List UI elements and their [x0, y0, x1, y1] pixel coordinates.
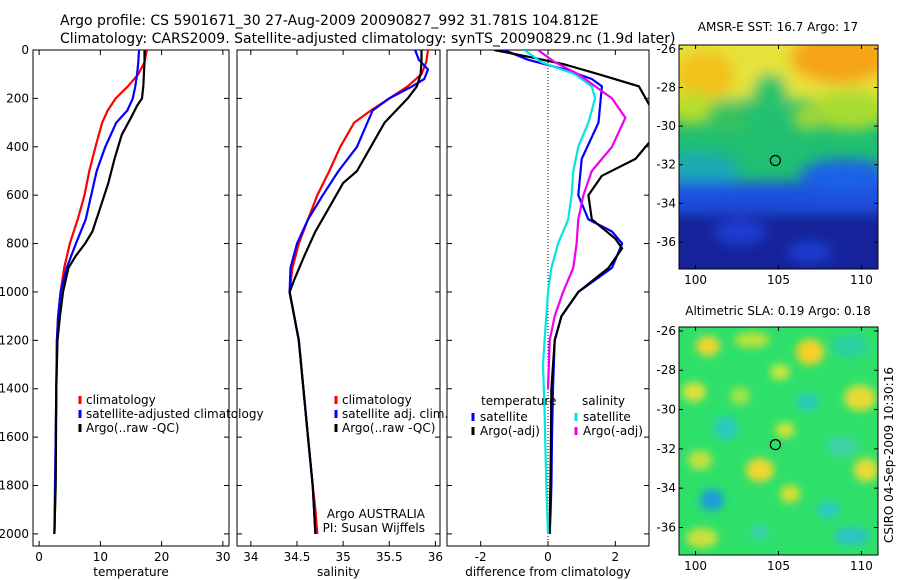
x-tick-label: 10: [93, 550, 108, 564]
legend-entry: climatology: [86, 393, 156, 407]
y-tick-label: -36: [656, 235, 676, 249]
y-tick-label: 2000: [0, 527, 29, 541]
x-tick-label: 34: [243, 550, 258, 564]
series-line-temperature-argo-adj-: [493, 50, 649, 534]
y-tick-label: -26: [656, 324, 676, 338]
y-tick-label: 800: [6, 237, 29, 251]
x-tick-label: 30: [215, 550, 230, 564]
difference-legend: temperature salinitysatelliteArgo(-adj)sa…: [471, 394, 643, 438]
series-line-argo-raw-qc-: [53, 50, 146, 534]
y-tick-label: 1400: [0, 382, 29, 396]
y-tick-label: 1800: [0, 479, 29, 493]
header-line-2: Climatology: CARS2009. Satellite-adjuste…: [60, 31, 675, 47]
y-tick-label: -28: [656, 363, 676, 377]
sst-map: 100 105 110 -26 -28 -30 -32 -34 -36: [656, 42, 879, 287]
legend-entry: climatology: [342, 393, 412, 407]
sla-map: 100 105 110 -26 -28 -30 -32 -34 -36: [656, 324, 879, 573]
series-line-salinity-argo-adj-: [537, 50, 627, 389]
legend-entry: satellite: [480, 410, 528, 424]
legend-entry: satellite-adjusted climatology: [86, 407, 264, 421]
x-tick-label: -2: [475, 550, 487, 564]
x-tick-label: 34.5: [284, 550, 311, 564]
series-line-temperature-satellite: [503, 50, 624, 534]
y-tick-label: 200: [6, 91, 29, 105]
difference-x-axis-label: difference from climatology: [465, 565, 631, 579]
x-tick-label: 110: [850, 559, 873, 573]
x-tick-label: 100: [684, 273, 707, 287]
legend-entry: Argo(..raw -QC): [342, 421, 435, 435]
series-line-argo-raw-qc-: [288, 50, 423, 534]
y-tick-label: -36: [656, 520, 676, 534]
salinity-x-axis-label: salinity: [317, 565, 360, 579]
argo-float-marker: [769, 154, 782, 167]
salinity-axes-box: [236, 49, 441, 547]
argo-float-marker: [769, 439, 782, 451]
sla-map-title: Altimetric SLA: 0.19 Argo: 0.18: [685, 304, 870, 318]
x-tick-label: 110: [850, 273, 873, 287]
x-tick-label: 36: [428, 550, 443, 564]
y-tick-label: 400: [6, 140, 29, 154]
salinity-panel: 34 34.5 35 35.5 36 salinity climatologysatelli…: [236, 49, 448, 579]
x-tick-label: 0: [544, 550, 552, 564]
y-tick-label: 1600: [0, 430, 29, 444]
temperature-x-axis-label: temperature: [93, 565, 168, 579]
legend-header-temperature: temperature: [481, 394, 556, 408]
y-tick-label: -34: [656, 196, 676, 210]
series-line-climatology: [53, 50, 148, 534]
legend-entry: satellite adj. clim.: [342, 407, 448, 421]
x-tick-label: 105: [767, 273, 790, 287]
y-tick-label: 1000: [0, 285, 29, 299]
legend-entry: Argo(-adj): [583, 424, 643, 438]
y-tick-label: -30: [656, 119, 676, 133]
x-tick-label: 2: [612, 550, 620, 564]
y-tick-label: -30: [656, 403, 676, 417]
pi-name-label: PI: Susan Wijffels: [323, 521, 425, 535]
x-tick-label: 100: [684, 559, 707, 573]
y-tick-label: -32: [656, 158, 676, 172]
footer-timestamp: CSIRO 04-Sep-2009 10:30:16: [882, 367, 896, 543]
x-tick-label: 0: [35, 550, 43, 564]
x-tick-label: 105: [767, 559, 790, 573]
x-tick-label: 35: [335, 550, 350, 564]
temperature-axes-box: [32, 49, 230, 547]
x-tick-label: 35.5: [376, 550, 403, 564]
y-tick-label: -26: [656, 42, 676, 56]
float-program-label: Argo AUSTRALIA: [327, 507, 426, 521]
sst-heatmap-field: [679, 45, 878, 269]
y-tick-label: -28: [656, 80, 676, 94]
series-line-satellite-adjusted-climatology: [53, 50, 141, 534]
y-tick-label: 600: [6, 188, 29, 202]
temperature-panel: 0 10 20 30 0 200 400 600 800 1000 1200 1400 1600 1800…: [0, 43, 264, 579]
y-tick-label: 0: [21, 43, 29, 57]
x-tick-label: 20: [154, 550, 169, 564]
legend-entry: satellite: [583, 410, 631, 424]
y-tick-label: -34: [656, 481, 676, 495]
series-line-salinity-satellite: [523, 50, 597, 534]
legend-header-salinity: salinity: [582, 394, 625, 408]
y-tick-label: -32: [656, 442, 676, 456]
y-tick-label: 1200: [0, 333, 29, 347]
header-line-1: Argo profile: CS 5901671_30 27-Aug-2009 …: [60, 13, 599, 29]
legend-entry: Argo(-adj): [480, 424, 540, 438]
sst-map-title: AMSR-E SST: 16.7 Argo: 17: [698, 20, 858, 34]
legend-entry: Argo(..raw -QC): [86, 421, 179, 435]
